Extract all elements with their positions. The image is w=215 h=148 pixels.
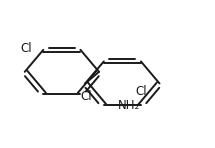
Text: Cl: Cl — [80, 90, 92, 103]
Text: Cl: Cl — [135, 86, 147, 98]
Text: NH₂: NH₂ — [118, 99, 140, 112]
Text: Cl: Cl — [20, 42, 32, 55]
